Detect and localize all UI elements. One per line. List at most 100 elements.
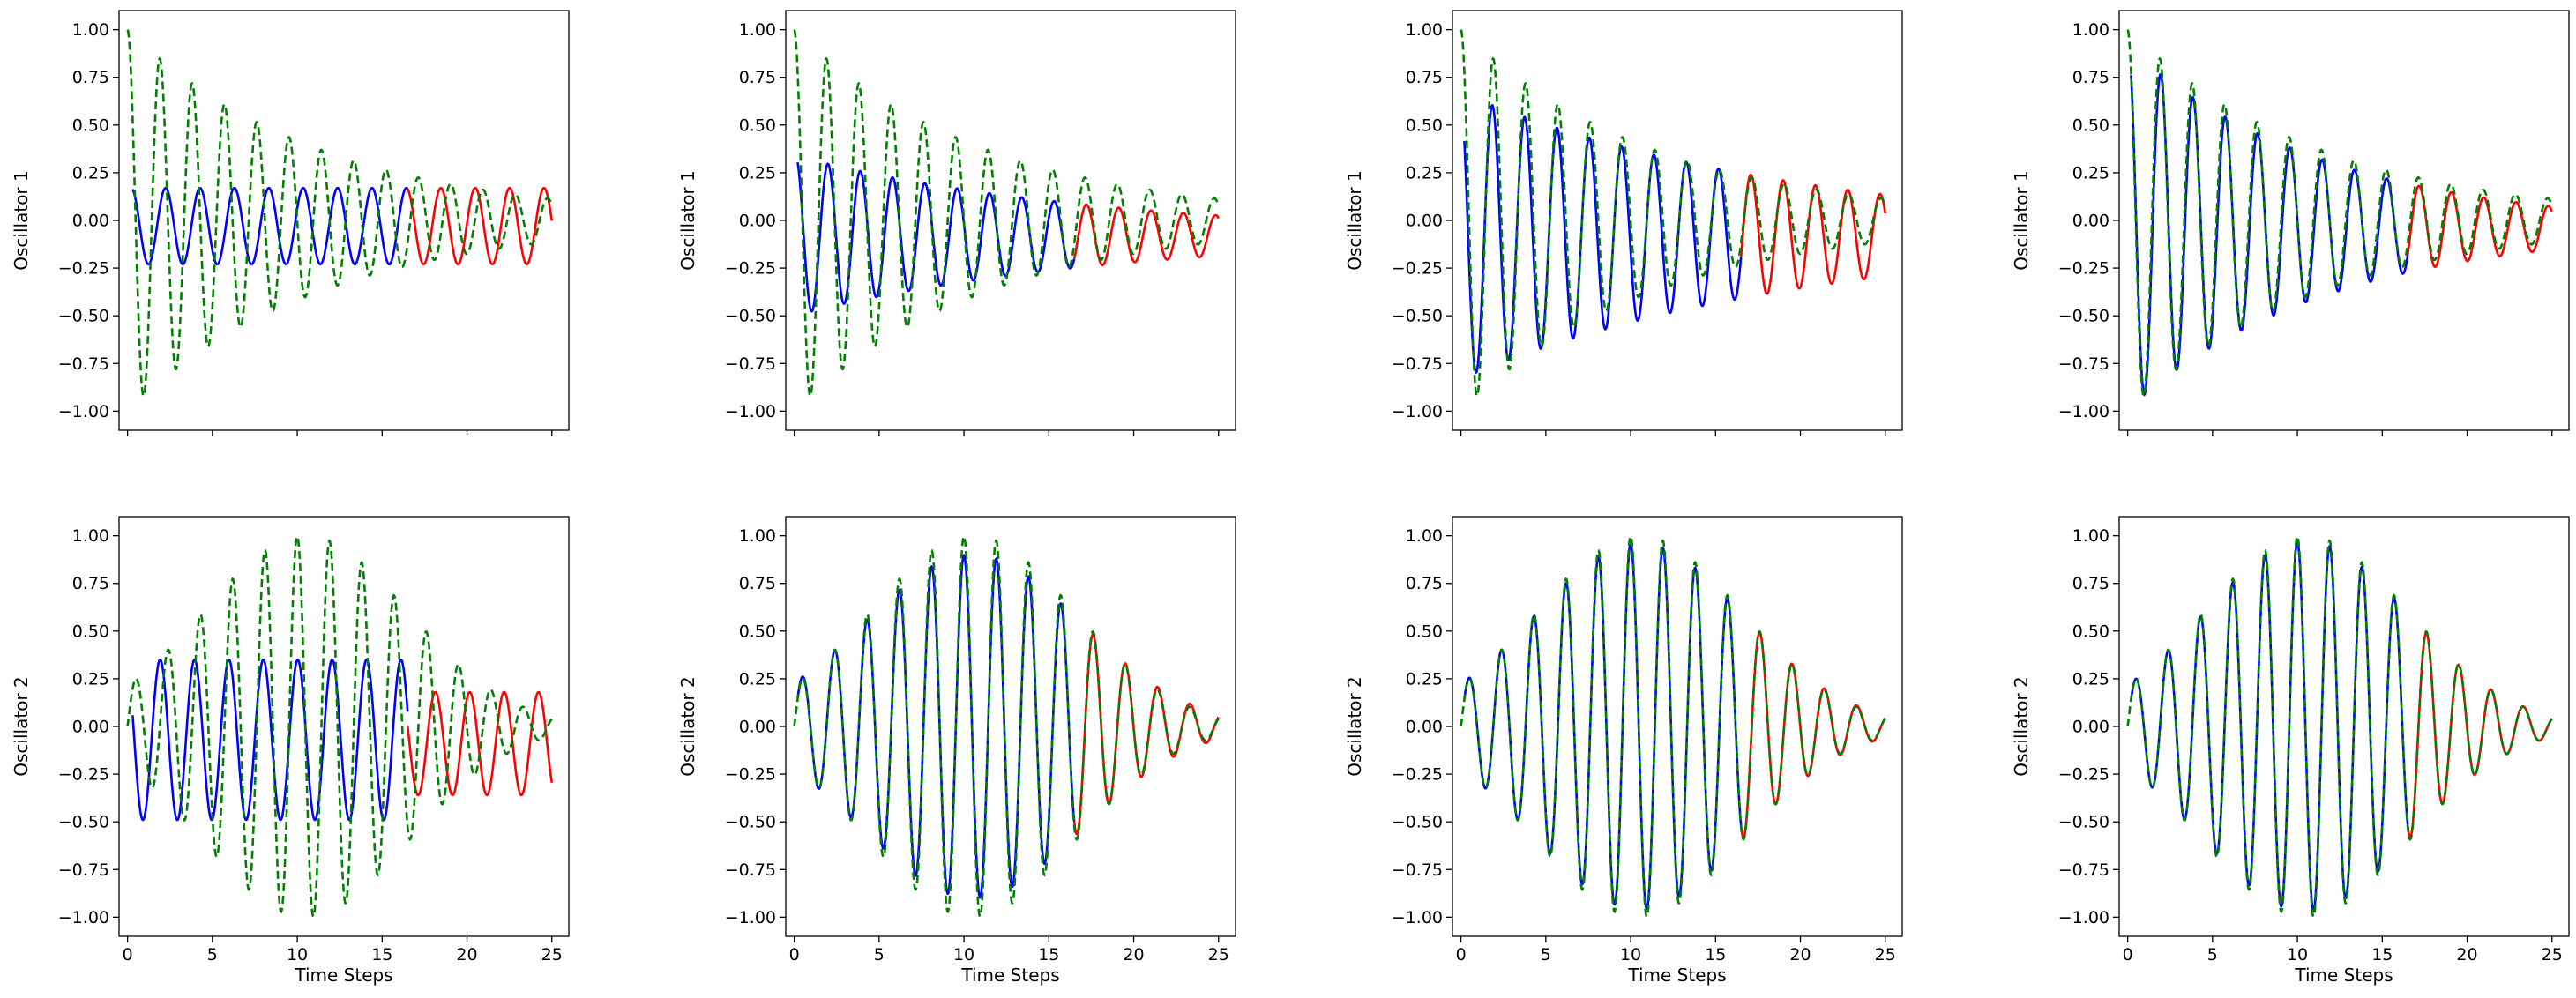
y-tick-label: −0.25 <box>725 259 776 279</box>
y-tick-label: −0.25 <box>1392 765 1443 785</box>
y-tick-label: −1.00 <box>1392 402 1443 421</box>
y-tick-label: 1.00 <box>1406 20 1443 40</box>
y-tick-label: 0.75 <box>2072 574 2109 593</box>
y-tick-label: 0.50 <box>739 115 776 135</box>
series-ground-truth <box>793 29 1220 398</box>
y-tick-label: 0.00 <box>739 212 776 231</box>
series-model-prediction <box>406 690 554 797</box>
y-tick-label: −1.00 <box>725 908 776 927</box>
y-tick-label: −0.50 <box>58 813 109 832</box>
y-tick-label: 1.00 <box>2072 526 2109 546</box>
y-tick-label: 0.75 <box>72 574 109 593</box>
y-tick-label: 0.50 <box>739 622 776 641</box>
series-model-prediction <box>1739 173 1887 295</box>
y-axis-label: Oscillator 1 <box>11 170 32 270</box>
y-tick-label: 1.00 <box>739 526 776 546</box>
y-tick-label: 0.00 <box>2072 718 2109 737</box>
y-tick-label: −0.50 <box>725 813 776 832</box>
y-tick-label: 0.00 <box>72 718 109 737</box>
y-tick-label: −1.00 <box>1392 908 1443 927</box>
y-tick-label: −0.50 <box>2058 813 2109 832</box>
y-tick-label: −0.75 <box>58 860 109 880</box>
y-tick-label: 0.25 <box>72 163 109 182</box>
series-model-fit <box>796 161 1076 313</box>
y-axis-label: Oscillator 1 <box>2011 170 2032 270</box>
y-tick-label: 1.00 <box>72 20 109 40</box>
x-tick-label: 20 <box>456 945 477 964</box>
x-tick-label: 0 <box>123 945 133 964</box>
plot-area <box>793 29 1220 398</box>
x-tick-label: 5 <box>2207 945 2218 964</box>
axes-frame <box>1452 10 1903 431</box>
y-tick-label: −0.50 <box>58 307 109 326</box>
y-tick-label: 0.75 <box>739 574 776 593</box>
x-tick-label: 25 <box>541 945 563 964</box>
x-tick-label: 10 <box>1620 945 1641 964</box>
y-tick-label: 0.00 <box>2072 212 2109 231</box>
x-tick-label: 15 <box>1038 945 1059 964</box>
y-tick-label: 1.00 <box>739 20 776 40</box>
y-tick-label: −0.75 <box>58 354 109 374</box>
series-ground-truth <box>793 533 1220 920</box>
y-tick-label: −1.00 <box>2058 908 2109 927</box>
y-tick-label: −1.00 <box>2058 402 2109 421</box>
y-tick-label: −0.50 <box>725 307 776 326</box>
series-ground-truth <box>1460 533 1886 920</box>
y-tick-label: −0.75 <box>1392 354 1443 374</box>
y-tick-label: 0.50 <box>2072 115 2109 135</box>
y-tick-label: 1.00 <box>72 526 109 546</box>
x-tick-label: 15 <box>2371 945 2393 964</box>
x-axis-label: Time Steps <box>2294 964 2393 986</box>
y-tick-label: 0.00 <box>1406 718 1443 737</box>
x-tick-label: 20 <box>1789 945 1811 964</box>
plot-area <box>126 29 554 398</box>
y-tick-label: −0.75 <box>1392 860 1443 880</box>
series-model-prediction <box>407 186 554 266</box>
subplot-1-3: −1.00 −0.75 −0.50 −0.25 0.00 0.25 0.50 0.75 1.00… <box>2011 516 2570 986</box>
y-axis-label: Oscillator 1 <box>677 170 698 270</box>
y-tick-label: −0.50 <box>1392 307 1443 326</box>
series-model-fit <box>131 186 409 266</box>
plot-area <box>2126 533 2553 920</box>
series-ground-truth <box>126 29 553 398</box>
x-tick-label: 5 <box>874 945 885 964</box>
series-model-fit <box>131 658 409 822</box>
x-tick-label: 5 <box>207 945 218 964</box>
y-tick-label: 0.00 <box>739 718 776 737</box>
subplot-0-2: −1.00 −0.75 −0.50 −0.25 0.00 0.25 0.50 0.75 1.00… <box>1344 10 1903 436</box>
plot-area <box>1460 29 1887 398</box>
subplot-1-2: −1.00 −0.75 −0.50 −0.25 0.00 0.25 0.50 0.75 1.00… <box>1344 516 1903 986</box>
y-tick-label: 0.50 <box>72 115 109 135</box>
y-axis-label: Oscillator 2 <box>677 676 698 776</box>
y-axis-label: Oscillator 2 <box>1344 676 1365 776</box>
y-tick-label: 0.25 <box>739 163 776 182</box>
y-tick-label: 1.00 <box>1406 526 1443 546</box>
subplot-0-3: −1.00 −0.75 −0.50 −0.25 0.00 0.25 0.50 0.75 1.00… <box>2011 10 2570 436</box>
y-tick-label: 0.75 <box>72 68 109 87</box>
x-tick-label: 25 <box>1208 945 1229 964</box>
plot-area <box>126 533 554 920</box>
x-axis-label: Time Steps <box>1627 964 1726 986</box>
x-tick-label: 0 <box>789 945 800 964</box>
plot-area <box>1460 533 1886 920</box>
series-model-prediction <box>1072 633 1220 836</box>
y-tick-label: 0.00 <box>72 212 109 231</box>
x-tick-label: 20 <box>2456 945 2477 964</box>
series-model-fit <box>1463 103 1743 375</box>
x-tick-label: 15 <box>371 945 392 964</box>
x-tick-label: 10 <box>2287 945 2308 964</box>
y-tick-label: −0.75 <box>2058 354 2109 374</box>
y-tick-label: 0.75 <box>2072 68 2109 87</box>
y-tick-label: −0.25 <box>58 765 109 785</box>
y-axis-label: Oscillator 2 <box>2011 676 2032 776</box>
x-tick-label: 0 <box>1456 945 1467 964</box>
y-tick-label: 0.25 <box>739 669 776 689</box>
x-tick-label: 25 <box>2542 945 2563 964</box>
series-model-prediction <box>1739 631 1886 839</box>
y-tick-label: −0.25 <box>2058 259 2109 279</box>
y-tick-label: 0.50 <box>2072 622 2109 641</box>
y-tick-label: −0.50 <box>1392 813 1443 832</box>
y-tick-label: −0.25 <box>1392 259 1443 279</box>
x-tick-label: 25 <box>1875 945 1896 964</box>
x-tick-label: 5 <box>1541 945 1551 964</box>
